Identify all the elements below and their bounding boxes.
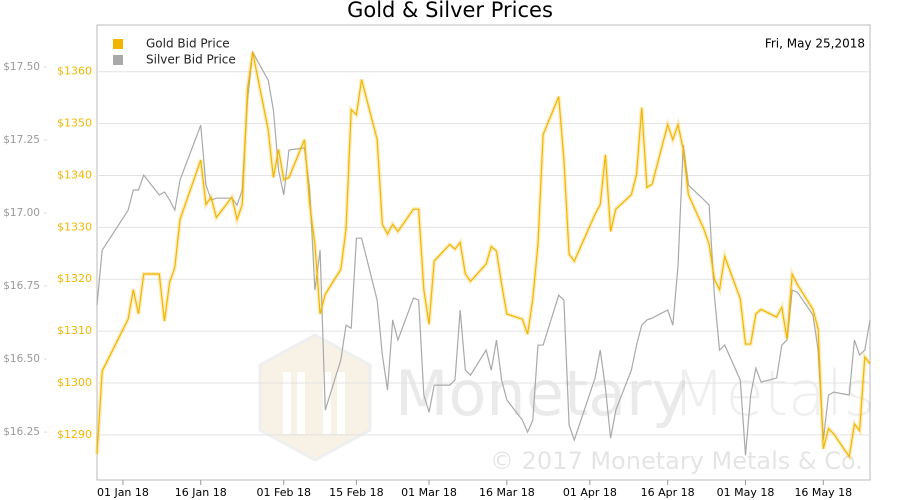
date-label: Fri, May 25,2018 <box>765 37 865 51</box>
x-tick-label: 16 Mar 18 <box>479 486 535 499</box>
y2-tick-label: $16.50 <box>3 353 40 365</box>
x-tick-label: 01 Jan 18 <box>97 486 149 499</box>
y-tick-label: $1360 <box>57 65 92 78</box>
x-tick-label: 01 May 18 <box>717 486 775 499</box>
y-tick-label: $1330 <box>57 220 92 233</box>
legend-swatch <box>113 55 123 65</box>
series-line <box>96 51 871 459</box>
chart-title: Gold & Silver Prices <box>347 0 553 22</box>
x-tick-label: 01 Feb 18 <box>257 486 311 499</box>
x-tick-label: 01 Mar 18 <box>401 486 457 499</box>
y2-tick-label: $17.25 <box>3 134 40 146</box>
x-tick-label: 01 Apr 18 <box>563 486 617 499</box>
watermark-brand: Monetary <box>395 357 688 430</box>
x-tick-label: 16 Jan 18 <box>175 486 227 499</box>
x-tick-label: 15 Feb 18 <box>329 486 383 499</box>
y2-tick-label: $17.00 <box>3 207 40 219</box>
legend-label: Gold Bid Price <box>146 37 230 51</box>
legend-swatch <box>113 39 123 49</box>
y-tick-label: $1340 <box>57 168 92 181</box>
x-tick-label: 16 May 18 <box>794 486 852 499</box>
x-tick-label: 16 Apr 18 <box>641 486 695 499</box>
y2-tick-label: $16.25 <box>3 426 40 438</box>
y2-tick-label: $16.75 <box>3 280 40 292</box>
y-tick-label: $1300 <box>57 376 92 389</box>
watermark-brand: Metals <box>672 357 875 430</box>
legend-label: Silver Bid Price <box>146 53 236 67</box>
y2-tick-label: $17.50 <box>3 61 40 73</box>
plot-area <box>96 24 871 481</box>
copyright: © 2017 Monetary Metals & Co. <box>490 447 863 475</box>
y-tick-label: $1320 <box>57 272 92 285</box>
y-tick-label: $1350 <box>57 117 92 130</box>
y-tick-label: $1290 <box>57 428 92 441</box>
y-tick-label: $1310 <box>57 324 92 337</box>
